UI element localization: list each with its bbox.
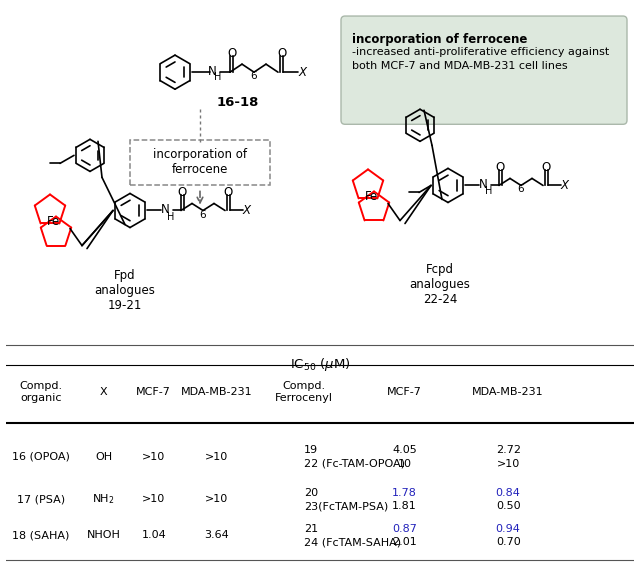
Text: X: X <box>243 204 251 217</box>
Text: Compd.
Ferrocenyl: Compd. Ferrocenyl <box>275 381 333 403</box>
Text: >10: >10 <box>142 495 165 504</box>
Text: 0.87: 0.87 <box>392 524 417 533</box>
Text: MDA-MB-231: MDA-MB-231 <box>180 387 252 397</box>
Text: Fe: Fe <box>365 190 379 203</box>
Text: 0.50: 0.50 <box>496 502 520 511</box>
Text: 21: 21 <box>305 524 319 533</box>
Text: 6: 6 <box>251 71 257 81</box>
Text: 0.94: 0.94 <box>496 524 520 533</box>
Text: N: N <box>207 65 216 78</box>
Text: incorporation of ferrocene: incorporation of ferrocene <box>352 33 527 46</box>
Text: 16-18: 16-18 <box>216 96 259 108</box>
Text: incorporation of
ferrocene: incorporation of ferrocene <box>153 148 247 177</box>
Text: MDA-MB-231: MDA-MB-231 <box>472 387 544 397</box>
Text: O: O <box>178 186 187 199</box>
Text: 0.70: 0.70 <box>496 537 520 547</box>
Text: 2.01: 2.01 <box>392 537 417 547</box>
Text: MCF-7: MCF-7 <box>387 387 422 397</box>
Text: >10: >10 <box>205 495 228 504</box>
Text: OH: OH <box>95 452 112 462</box>
Text: 6: 6 <box>518 185 524 194</box>
Text: H: H <box>214 72 221 82</box>
Text: both MCF-7 and MDA-MB-231 cell lines: both MCF-7 and MDA-MB-231 cell lines <box>352 61 568 71</box>
Text: X: X <box>100 387 108 397</box>
Text: N: N <box>479 178 488 191</box>
Text: 23(FcTAM-PSA): 23(FcTAM-PSA) <box>305 502 388 511</box>
Text: O: O <box>542 161 551 174</box>
Text: X: X <box>298 66 306 79</box>
Text: 4.05: 4.05 <box>392 445 417 455</box>
Text: Fe: Fe <box>46 215 60 228</box>
Text: O: O <box>227 47 236 60</box>
Text: 2.72: 2.72 <box>495 445 521 455</box>
Text: >10: >10 <box>142 452 165 462</box>
Text: 3.64: 3.64 <box>204 531 229 540</box>
Text: 0.84: 0.84 <box>496 488 520 498</box>
Text: O: O <box>224 186 233 199</box>
Text: >10: >10 <box>205 452 228 462</box>
Text: 10: 10 <box>397 458 412 469</box>
Text: X: X <box>561 179 569 192</box>
FancyBboxPatch shape <box>130 140 270 185</box>
Text: 6: 6 <box>200 210 206 219</box>
Text: 22 (Fc-TAM-OPOA): 22 (Fc-TAM-OPOA) <box>305 458 405 469</box>
Text: 20: 20 <box>305 488 319 498</box>
Text: -increased anti-proliferative efficiency against: -increased anti-proliferative efficiency… <box>352 47 609 57</box>
Text: O: O <box>496 161 505 174</box>
Text: 1.04: 1.04 <box>141 531 166 540</box>
Text: 24 (FcTAM-SAHA): 24 (FcTAM-SAHA) <box>305 537 401 547</box>
Text: Fcpd
analogues
22-24: Fcpd analogues 22-24 <box>410 262 470 306</box>
Text: 16 (OPOA): 16 (OPOA) <box>12 452 70 462</box>
Text: MCF-7: MCF-7 <box>136 387 172 397</box>
Text: IC$_{50}$ ($\mu$M): IC$_{50}$ ($\mu$M) <box>290 356 350 373</box>
Text: 1.81: 1.81 <box>392 502 417 511</box>
Text: Fpd
analogues
19-21: Fpd analogues 19-21 <box>95 269 156 312</box>
Text: H: H <box>167 211 175 222</box>
FancyBboxPatch shape <box>341 16 627 124</box>
Text: >10: >10 <box>497 458 520 469</box>
Text: NHOH: NHOH <box>86 531 120 540</box>
Text: 19: 19 <box>305 445 319 455</box>
Text: NH$_2$: NH$_2$ <box>92 492 115 507</box>
Text: Compd.
organic: Compd. organic <box>19 381 63 403</box>
Text: 1.78: 1.78 <box>392 488 417 498</box>
Text: H: H <box>485 186 493 197</box>
Text: 18 (SAHA): 18 (SAHA) <box>12 531 70 540</box>
Text: O: O <box>277 47 286 60</box>
Text: N: N <box>161 203 170 216</box>
Text: 17 (PSA): 17 (PSA) <box>17 495 65 504</box>
